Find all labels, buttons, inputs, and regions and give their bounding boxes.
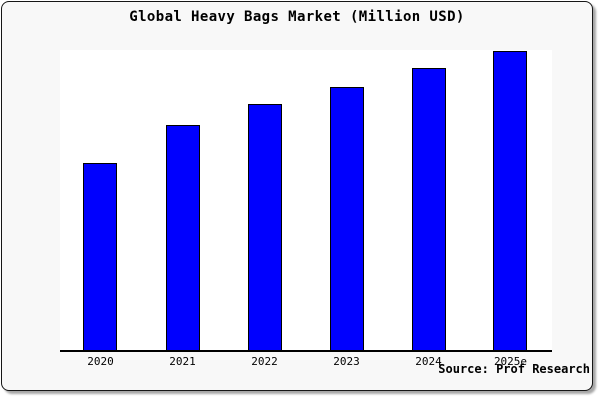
x-axis-tick-labels: 2020 2021 2022 2023 2024 2025e [60,355,552,369]
plot-area [59,49,552,350]
bar-2021 [165,124,200,350]
bar-2025e [493,50,528,350]
bar-2022 [247,103,282,350]
x-tick-label-2023: 2023 [333,354,360,368]
x-tick-label-2020: 2020 [87,354,114,368]
bar-2024 [411,67,446,350]
x-tick-label-2022: 2022 [251,354,278,368]
bar-2023 [329,86,364,350]
x-tick-label-2024: 2024 [415,354,442,368]
bar-2020 [83,162,118,350]
chart-title: Global Heavy Bags Market (Million USD) [129,9,465,25]
source-credit: Source: Prof Research [438,362,590,376]
x-axis-line [59,349,552,352]
x-tick-label-2025e: 2025e [493,354,528,368]
x-tick-label-2021: 2021 [169,354,196,368]
chart-card: Global Heavy Bags Market (Million USD) 2… [1,1,593,391]
